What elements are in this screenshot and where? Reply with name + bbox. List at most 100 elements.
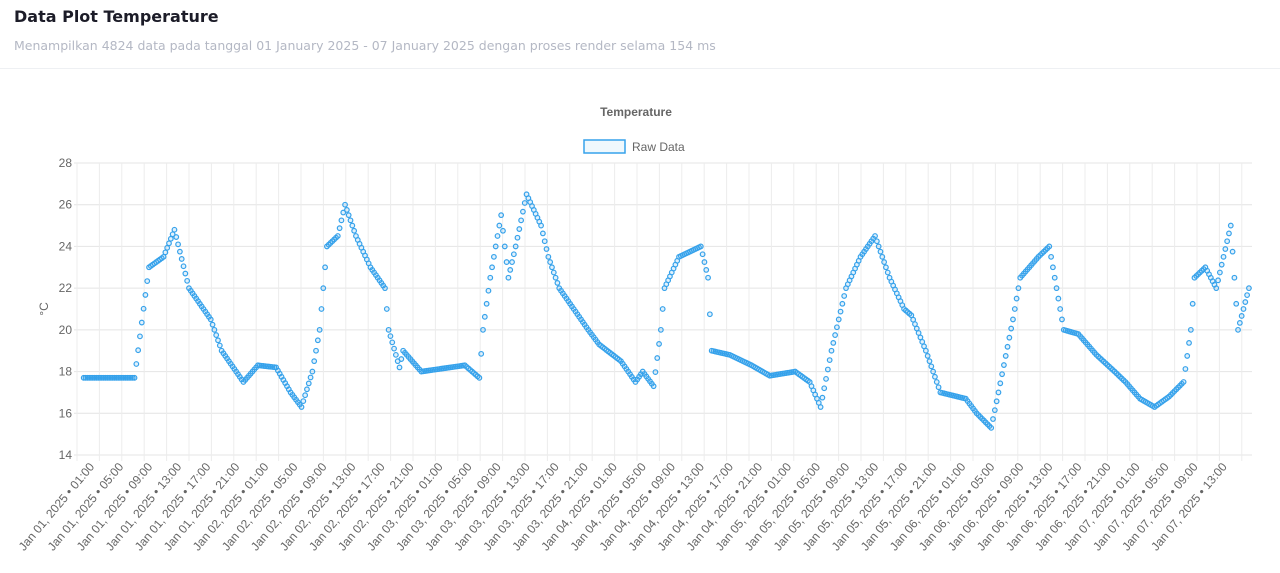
data-point: [207, 316, 214, 323]
data-point: [875, 243, 882, 250]
data-point: [483, 300, 490, 307]
data-point: [300, 398, 307, 405]
data-point: [490, 253, 497, 260]
data-point: [391, 345, 397, 352]
data-point: [1059, 316, 1065, 323]
data-point: [501, 243, 508, 250]
data-point: [545, 253, 552, 260]
data-point: [489, 264, 495, 271]
data-point: [505, 274, 512, 281]
y-axis-label: °C: [37, 302, 51, 316]
data-point: [826, 357, 833, 364]
data-point: [543, 246, 550, 252]
data-point: [1222, 246, 1229, 252]
data-point: [500, 227, 506, 234]
data-point: [988, 424, 995, 431]
data-point: [991, 407, 998, 414]
data-point: [518, 217, 525, 224]
data-point: [1008, 325, 1015, 332]
data-point: [819, 394, 826, 401]
data-point: [1015, 285, 1022, 292]
data-point: [701, 259, 708, 265]
data-point: [1048, 253, 1054, 260]
y-axis: 14 16 18 20 22 24 26 28: [59, 156, 73, 462]
data-point: [209, 321, 216, 328]
y-tick-label: 22: [59, 281, 73, 295]
data-point: [342, 201, 348, 208]
data-point: [1246, 285, 1252, 292]
data-point: [932, 373, 938, 380]
data-point: [176, 248, 183, 255]
data-point: [322, 264, 328, 271]
data-point: [496, 222, 503, 229]
data-point: [175, 241, 181, 248]
data-point: [142, 292, 149, 298]
data-point: [167, 235, 174, 242]
data-point: [922, 347, 929, 354]
data-point: [494, 233, 501, 239]
data-point: [650, 383, 657, 390]
data-point: [392, 351, 399, 358]
data-point: [510, 251, 517, 258]
data-point: [935, 384, 942, 391]
data-point: [396, 364, 403, 371]
data-point: [821, 385, 828, 392]
data-point: [1006, 334, 1013, 341]
data-point: [1011, 306, 1018, 312]
data-point: [828, 347, 835, 354]
data-point: [347, 217, 354, 224]
data-point: [316, 326, 323, 333]
y-tick-label: 14: [59, 448, 73, 462]
data-point: [1055, 295, 1062, 302]
data-point: [166, 240, 172, 247]
data-point: [926, 358, 933, 365]
data-point: [1187, 326, 1194, 333]
data-point: [1242, 299, 1249, 305]
data-point: [657, 326, 664, 333]
data-point: [1002, 353, 1009, 359]
data-point: [144, 278, 151, 285]
data-point: [835, 316, 842, 323]
data-point: [302, 392, 309, 399]
data-point: [318, 306, 325, 312]
data-point: [164, 244, 171, 251]
data-point: [881, 259, 888, 265]
data-point: [884, 269, 891, 276]
data-point: [184, 277, 191, 284]
data-point: [1216, 269, 1223, 276]
data-point: [877, 248, 884, 255]
data-point: [131, 374, 138, 381]
data-point: [338, 217, 345, 224]
data-point: [837, 308, 844, 315]
data-point: [549, 264, 555, 271]
legend-item-raw-data[interactable]: Raw Data: [583, 139, 685, 154]
data-point: [1050, 264, 1056, 271]
data-point: [173, 234, 180, 240]
y-tick-label: 24: [59, 239, 73, 253]
data-point: [1238, 313, 1245, 319]
data-point: [137, 333, 143, 340]
data-point: [512, 243, 519, 250]
data-point: [928, 363, 935, 370]
data-point: [1184, 353, 1191, 359]
data-point: [320, 285, 327, 292]
data-point: [930, 368, 937, 375]
data-point: [1053, 285, 1060, 292]
data-point: [817, 404, 824, 410]
data-point: [550, 269, 557, 276]
data-point: [498, 212, 505, 219]
data-point: [216, 342, 223, 349]
data-point: [1001, 362, 1007, 368]
data-point: [135, 347, 142, 354]
data-point: [521, 200, 528, 206]
y-tick-label: 20: [59, 323, 73, 337]
data-point: [171, 226, 178, 233]
data-point: [389, 339, 396, 346]
data-point: [1046, 243, 1053, 250]
data-point: [703, 266, 710, 273]
data-point: [1004, 343, 1011, 350]
data-point: [507, 266, 514, 273]
data-point: [552, 274, 559, 281]
data-point: [539, 230, 546, 237]
